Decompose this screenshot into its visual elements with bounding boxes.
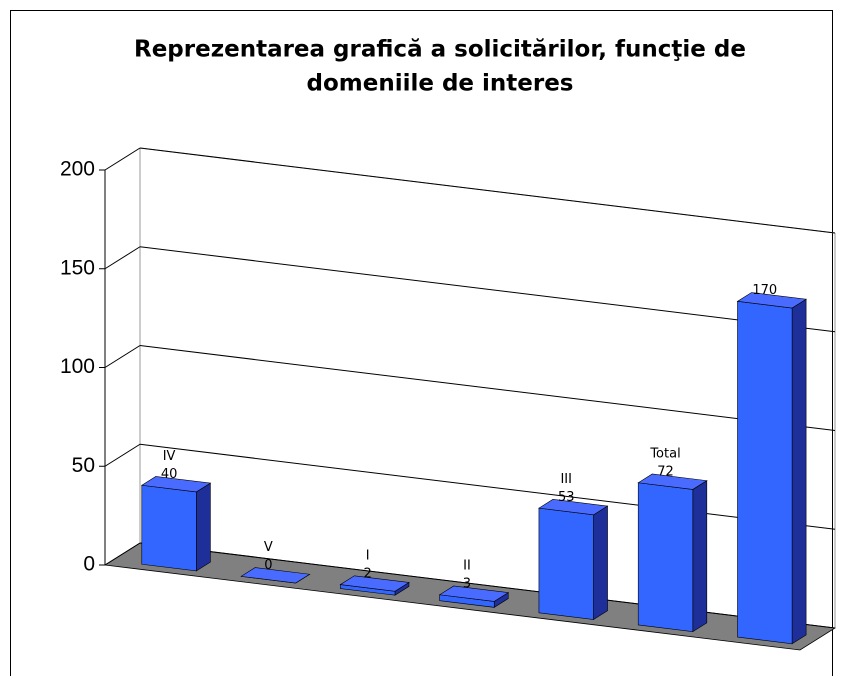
grid-line xyxy=(104,443,141,467)
bar-front xyxy=(141,484,197,572)
data-label-category: IV xyxy=(163,449,176,464)
bar-top xyxy=(339,575,410,592)
bar xyxy=(438,585,510,608)
data-label-category: II xyxy=(463,559,471,574)
chart-title: domeniile de interes xyxy=(306,71,573,97)
grid-line xyxy=(104,147,141,171)
data-label-category: III xyxy=(560,472,572,487)
data-label-category: Total xyxy=(649,447,680,462)
y-tick-label: 150 xyxy=(60,256,95,279)
y-tick-label: 200 xyxy=(60,158,95,181)
bar-side xyxy=(593,505,608,621)
grid-line xyxy=(104,246,141,270)
bar-top xyxy=(736,292,807,309)
bar-side xyxy=(692,480,708,633)
y-tick-label: 100 xyxy=(60,355,95,378)
bar-front xyxy=(737,301,793,645)
bar-front xyxy=(637,482,694,632)
bar-top xyxy=(637,473,708,490)
bar xyxy=(339,575,410,596)
bar-top xyxy=(538,499,609,516)
bar-side xyxy=(791,298,807,645)
bar-front xyxy=(538,507,594,620)
data-label-category: I xyxy=(366,548,370,563)
data-label: 2 xyxy=(364,566,372,581)
grid-line xyxy=(139,542,836,629)
grid-line xyxy=(139,345,836,431)
grid-line xyxy=(139,443,836,530)
grid-line xyxy=(104,345,141,368)
y-tick-label: 50 xyxy=(72,454,95,477)
bar-top xyxy=(438,585,510,602)
data-label: 53 xyxy=(558,490,575,505)
data-label-category: V xyxy=(264,540,273,555)
bar xyxy=(637,473,708,633)
bar xyxy=(140,476,212,572)
bar-top xyxy=(140,476,212,493)
grid-line xyxy=(139,147,836,234)
data-label: 0 xyxy=(264,558,272,573)
bar-side xyxy=(196,482,211,572)
data-label: 170 xyxy=(752,283,777,298)
bar xyxy=(736,292,807,645)
chart-title: Reprezentarea grafică a solicitărilor, f… xyxy=(134,37,746,63)
data-label: 3 xyxy=(463,577,471,592)
grid-line xyxy=(139,246,836,333)
y-tick-label: 0 xyxy=(83,553,95,576)
data-label: 40 xyxy=(161,467,178,482)
frame xyxy=(10,10,833,676)
bar-top xyxy=(240,567,311,584)
bar xyxy=(538,499,609,621)
data-label: 72 xyxy=(657,465,674,480)
grid-line xyxy=(104,542,141,566)
bar xyxy=(240,567,311,584)
